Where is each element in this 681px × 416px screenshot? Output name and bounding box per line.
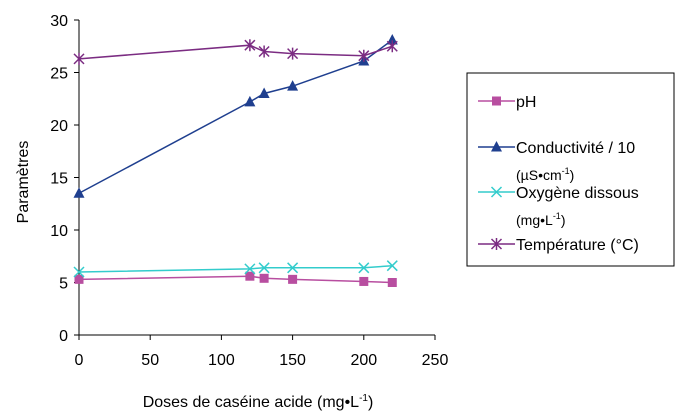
data-point-temperature-c xyxy=(258,45,270,58)
series-temperature-c xyxy=(73,39,398,65)
data-point-temperature-c xyxy=(73,52,85,65)
data-point-temperature-c xyxy=(386,40,398,53)
legend-box xyxy=(466,72,675,267)
data-point-oxygene-dissous xyxy=(358,262,370,274)
legend-label: Température (°C) xyxy=(516,237,639,254)
data-point-oxygene-dissous xyxy=(73,266,85,278)
series-group xyxy=(73,33,398,287)
data-point-conductivite-10 xyxy=(386,33,398,45)
series-ph xyxy=(74,271,397,287)
y-tick-label: 5 xyxy=(59,276,68,293)
data-point-conductivite-10 xyxy=(244,95,256,107)
series-line-conductivite-10 xyxy=(78,39,393,194)
data-point-oxygene-dissous xyxy=(244,263,256,275)
legend-label: Oxygène dissous xyxy=(516,185,639,202)
x-tick-label: 250 xyxy=(422,352,449,369)
legend-item-temperature-c: Température (°C) xyxy=(478,237,639,254)
y-tick-label: 10 xyxy=(50,223,68,240)
data-point-oxygene-dissous xyxy=(258,262,270,274)
y-tick-label: 30 xyxy=(50,13,68,30)
data-point-oxygene-dissous xyxy=(386,260,398,272)
legend-item-ph: pH xyxy=(478,94,536,111)
data-point-ph xyxy=(245,271,255,281)
data-point-oxygene-dissous xyxy=(287,262,299,274)
data-point-temperature-c xyxy=(287,47,299,60)
x-tick-label: 50 xyxy=(141,352,159,369)
axes: 0 5 10 15 20 25 30 0 50 100 150 200 250 xyxy=(50,13,448,369)
data-point-ph xyxy=(259,273,269,283)
y-axis-title: Paramètres xyxy=(15,141,32,224)
x-tick-label: 150 xyxy=(279,352,306,369)
legend-marker xyxy=(490,186,503,198)
data-point-ph xyxy=(74,274,84,284)
data-point-ph xyxy=(387,278,397,287)
data-point-ph xyxy=(288,274,298,284)
x-tick-label: 0 xyxy=(75,352,84,369)
legend-label-unit: (mg•L-1) xyxy=(516,211,566,228)
data-point-temperature-c xyxy=(244,39,256,52)
data-point-temperature-c xyxy=(358,49,370,62)
x-axis-title: Doses de caséine acide (mg•L-1) xyxy=(143,393,374,411)
series-line-ph xyxy=(78,275,393,284)
y-tick-label: 25 xyxy=(50,66,68,83)
legend-item-conductivite-10: Conductivité / 10 (µS•cm-1) xyxy=(478,140,635,183)
legend-label: Conductivité / 10 xyxy=(516,140,635,157)
legend-item-oxygene-dissous: Oxygène dissous (mg•L-1) xyxy=(478,185,639,228)
x-tick-label: 200 xyxy=(350,352,377,369)
legend: pH Conductivité / 10 (µS•cm-1) Oxygène diss… xyxy=(466,72,675,267)
series-line-temperature-c xyxy=(78,44,393,60)
series-line-oxygene-dissous xyxy=(78,264,393,273)
legend-marker xyxy=(492,96,501,106)
data-point-ph xyxy=(359,276,369,286)
y-tick-label: 15 xyxy=(50,171,68,188)
legend-marker xyxy=(491,141,502,152)
legend-label: pH xyxy=(516,94,536,111)
series-oxygene-dissous xyxy=(73,260,398,278)
series-conductivite-10 xyxy=(73,33,398,198)
y-tick-label: 20 xyxy=(50,118,68,135)
legend-label-unit: (µS•cm-1) xyxy=(516,166,574,183)
legend-marker xyxy=(490,238,503,250)
data-point-conductivite-10 xyxy=(73,187,85,198)
data-point-conductivite-10 xyxy=(287,80,299,91)
y-tick-label: 0 xyxy=(59,328,68,345)
data-point-conductivite-10 xyxy=(258,87,270,98)
x-tick-label: 100 xyxy=(208,352,235,369)
